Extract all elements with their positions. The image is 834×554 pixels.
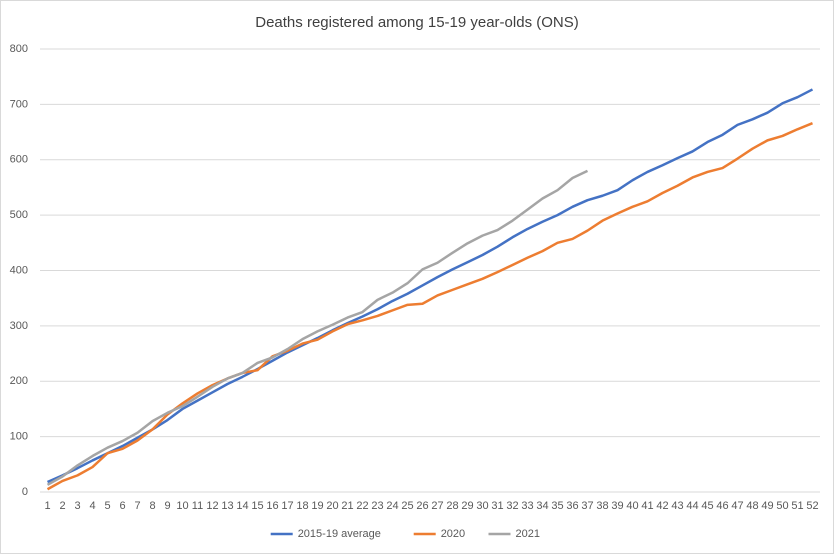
x-tick-label: 13 [221,500,233,512]
x-tick-label: 44 [686,500,698,512]
x-tick-label: 43 [671,500,683,512]
x-tick-label: 35 [551,500,563,512]
x-tick-label: 50 [776,500,788,512]
x-tick-label: 34 [536,500,548,512]
x-tick-label: 46 [716,500,728,512]
x-tick-label: 38 [596,500,608,512]
x-tick-label: 1 [44,500,50,512]
x-tick-label: 18 [296,500,308,512]
x-tick-label: 32 [506,500,518,512]
x-tick-label: 36 [566,500,578,512]
x-tick-label: 5 [104,500,110,512]
y-tick-label: 500 [10,209,28,221]
legend-label: 2015-19 average [298,528,381,540]
y-tick-label: 200 [10,375,28,387]
x-tick-label: 3 [74,500,80,512]
x-tick-label: 25 [401,500,413,512]
x-tick-label: 41 [641,500,653,512]
y-tick-label: 300 [10,320,28,332]
x-tick-label: 52 [806,500,818,512]
x-tick-label: 30 [476,500,488,512]
series-line [46,169,589,486]
x-tick-label: 6 [119,500,125,512]
x-tick-label: 17 [281,500,293,512]
y-tick-label: 0 [22,486,28,498]
x-tick-label: 11 [192,500,203,512]
x-tick-label: 45 [701,500,713,512]
x-tick-label: 24 [386,500,398,512]
x-tick-label: 4 [89,500,95,512]
x-tick-label: 2 [59,500,65,512]
y-tick-label: 100 [10,431,28,443]
x-tick-label: 48 [746,500,758,512]
series-line [46,88,814,484]
x-tick-label: 22 [356,500,368,512]
x-tick-label: 28 [446,500,458,512]
x-tick-label: 12 [206,500,218,512]
x-tick-label: 37 [581,500,593,512]
chart-title: Deaths registered among 15-19 year-olds … [255,14,578,31]
x-tick-label: 7 [134,500,140,512]
x-tick-label: 39 [611,500,623,512]
y-tick-label: 800 [10,43,28,55]
x-tick-label: 8 [149,500,155,512]
x-tick-label: 42 [656,500,668,512]
x-tick-label: 51 [791,500,803,512]
x-tick-label: 31 [491,500,503,512]
y-tick-label: 700 [10,98,28,110]
x-tick-label: 33 [521,500,533,512]
x-tick-label: 23 [371,500,383,512]
x-tick-label: 27 [431,500,443,512]
x-tick-label: 29 [461,500,473,512]
x-tick-label: 20 [326,500,338,512]
x-tick-label: 26 [416,500,428,512]
x-tick-label: 14 [236,500,248,512]
y-tick-label: 400 [10,264,28,276]
x-tick-label: 40 [626,500,638,512]
y-tick-label: 600 [10,154,28,166]
legend-label: 2020 [441,528,465,540]
x-tick-label: 10 [176,500,188,512]
x-tick-label: 47 [731,500,743,512]
x-tick-label: 19 [311,500,323,512]
x-tick-label: 49 [761,500,773,512]
x-tick-label: 21 [341,500,353,512]
x-tick-label: 9 [164,500,170,512]
legend-label: 2021 [516,528,540,540]
x-tick-label: 15 [251,500,263,512]
x-tick-label: 16 [266,500,278,512]
